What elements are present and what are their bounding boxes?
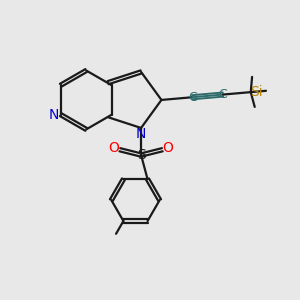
Text: Si: Si xyxy=(250,85,262,99)
Text: C: C xyxy=(219,88,227,101)
Text: O: O xyxy=(163,141,174,155)
Text: N: N xyxy=(49,108,59,122)
Text: N: N xyxy=(136,128,146,141)
Text: C: C xyxy=(188,91,197,104)
Text: O: O xyxy=(109,141,119,155)
Text: S: S xyxy=(137,148,146,162)
